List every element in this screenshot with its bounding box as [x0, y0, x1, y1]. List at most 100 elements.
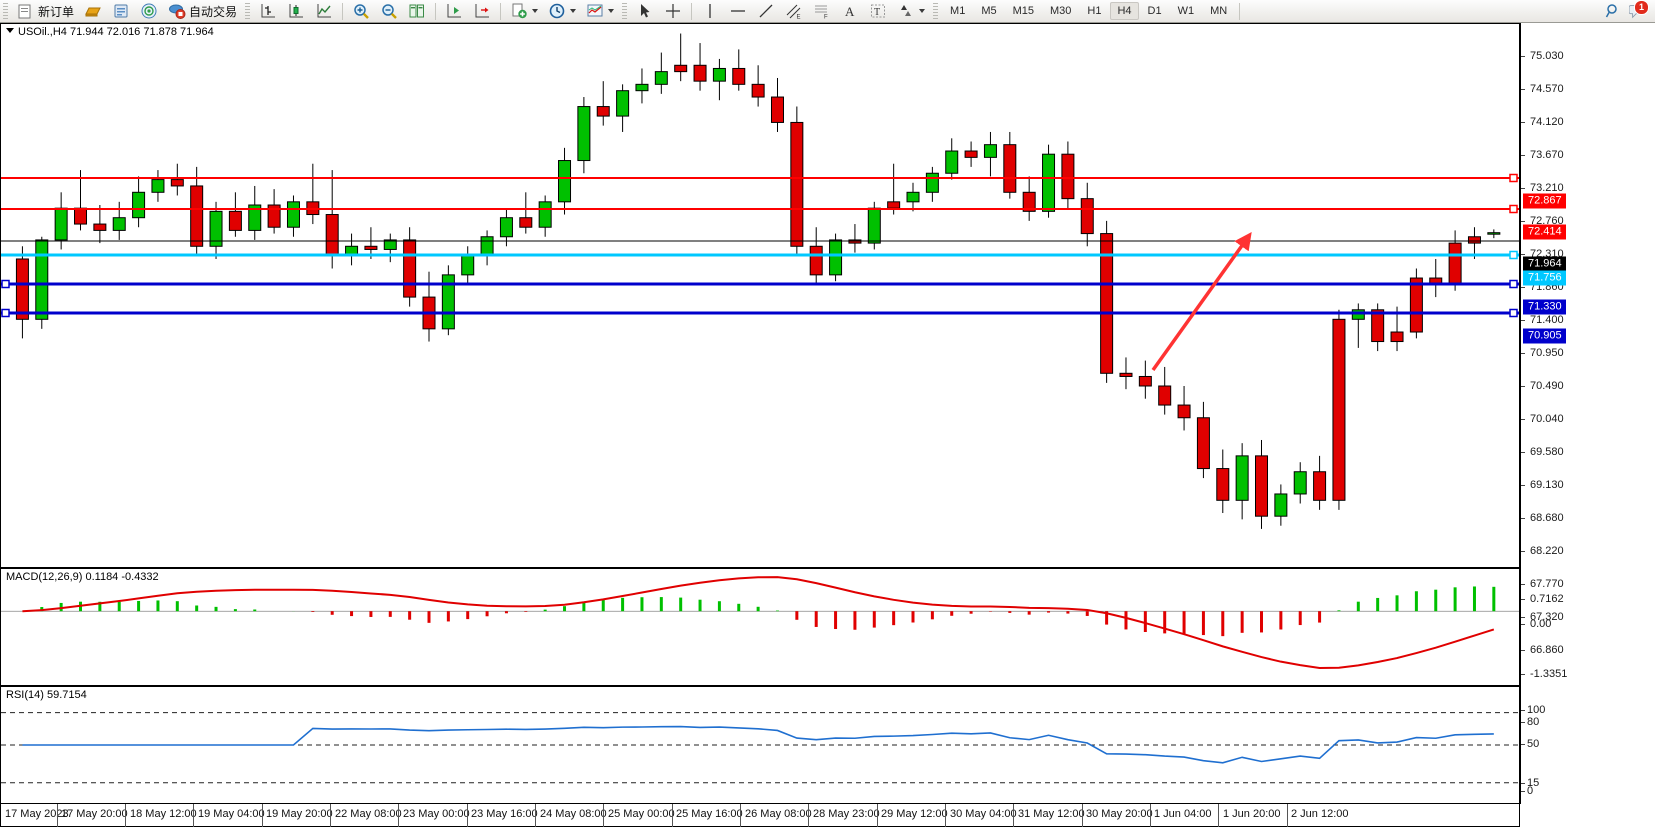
trendline-button[interactable] [753, 0, 779, 23]
equidistant-channel-button[interactable]: E [781, 0, 807, 23]
auto-trading-button[interactable]: 自动交易 [164, 0, 241, 23]
cyan-level-label[interactable]: 71.756 [1523, 270, 1566, 286]
expert-advisors-button[interactable] [80, 0, 106, 23]
time-divider [1082, 804, 1083, 827]
timeframe-group: M1 M5 M15 M30 H1 H4 D1 W1 MN [942, 2, 1235, 20]
chart-shift-button[interactable] [469, 0, 495, 23]
timeframe-mn[interactable]: MN [1210, 5, 1228, 17]
chevron-down-icon[interactable] [919, 9, 926, 13]
data-window-button[interactable] [136, 0, 162, 23]
timeframe-m30[interactable]: M30 [1050, 5, 1072, 17]
trendline-icon [759, 4, 773, 18]
support-label-71330[interactable]: 71.330 [1523, 299, 1566, 315]
new-order-label: 新订单 [38, 4, 75, 19]
time-divider [1287, 804, 1288, 827]
tile-windows-button[interactable] [404, 0, 430, 23]
time-divider [1150, 804, 1151, 827]
text-button[interactable]: A [837, 0, 863, 23]
time-label: 1 Jun 20:00 [1223, 808, 1281, 820]
toolbar-separator-4 [691, 2, 693, 20]
toolbar-grip-2[interactable] [245, 2, 251, 20]
period-button[interactable] [544, 0, 580, 23]
shapes-button[interactable] [893, 0, 929, 23]
notification-count-badge: 1 [1634, 0, 1649, 15]
chart-dropdown-caret-icon[interactable] [6, 28, 14, 33]
support-label-70905[interactable]: 70.905 [1523, 328, 1566, 344]
line-chart-button[interactable] [311, 0, 337, 23]
horizontal-line-icon [731, 10, 746, 12]
price-chart-pane[interactable]: USOil.,H4 71.944 72.016 71.878 71.964 [0, 23, 1520, 568]
toolbar-grip-4[interactable] [933, 2, 939, 20]
resistance-label-72867[interactable]: 72.867 [1523, 193, 1566, 209]
time-divider [877, 804, 878, 827]
price-tick: 73.670 [1521, 149, 1564, 161]
price-tick: 72.760 [1521, 215, 1564, 227]
time-label: 22 May 08:00 [335, 808, 402, 820]
vertical-line-button[interactable] [697, 0, 723, 23]
bid-price-label[interactable]: 71.964 [1523, 256, 1566, 272]
svg-text:A: A [845, 4, 855, 19]
price-scale[interactable]: 75.030 74.570 74.120 73.670 73.210 72.760 72.3… [1520, 23, 1655, 804]
price-tick: 67.320 [1521, 611, 1564, 623]
price-tick: 70.040 [1521, 413, 1564, 425]
toolbar-grip-3[interactable] [622, 2, 628, 20]
zoom-out-button[interactable] [376, 0, 402, 23]
cursor-button[interactable] [632, 0, 658, 23]
timeframe-w1[interactable]: W1 [1177, 5, 1195, 17]
time-label: 17 May 2023 [5, 808, 69, 820]
resistance-label-72414[interactable]: 72.414 [1523, 224, 1566, 240]
macd-svg [1, 576, 1519, 669]
auto-trading-icon [169, 4, 186, 19]
symbol-ohlc-text: USOil.,H4 71.944 72.016 71.878 71.964 [18, 26, 214, 38]
chevron-down-icon[interactable] [532, 9, 539, 13]
chevron-down-icon[interactable] [570, 9, 577, 13]
auto-trading-label: 自动交易 [189, 4, 238, 19]
rsi-pane[interactable]: RSI(14) 59.7154 [0, 686, 1520, 804]
market-watch-button[interactable] [108, 0, 134, 23]
crosshair-button[interactable] [660, 0, 686, 23]
horizontal-line-button[interactable] [725, 0, 751, 23]
macd-pane[interactable]: MACD(12,26,9) 0.1184 -0.4332 [0, 568, 1520, 686]
symbol-header[interactable]: USOil.,H4 71.944 72.016 71.878 71.964 [6, 26, 214, 38]
price-tick: 69.130 [1521, 479, 1564, 491]
templates-button[interactable] [582, 0, 618, 23]
time-divider [672, 804, 673, 827]
time-divider [1013, 804, 1014, 827]
bar-chart-button[interactable] [255, 0, 281, 23]
time-label: 25 May 16:00 [676, 808, 743, 820]
text-label-button[interactable]: T [865, 0, 891, 23]
time-label: 19 May 20:00 [266, 808, 333, 820]
price-tick: 68.680 [1521, 512, 1564, 524]
new-order-button[interactable]: 新订单 [13, 0, 78, 23]
vertical-line-icon [709, 4, 711, 18]
price-tick: 71.400 [1521, 314, 1564, 326]
notifications-button[interactable]: 1 [1627, 0, 1649, 21]
toolbar-separator-3 [500, 2, 502, 20]
rsi-tick: 15 [1521, 777, 1539, 789]
time-scale[interactable]: 17 May 2023 17 May 20:00 18 May 12:00 19 Ma… [0, 804, 1520, 827]
candlestick-chart-button[interactable] [283, 0, 309, 23]
auto-scroll-button[interactable] [441, 0, 467, 23]
chevron-down-icon[interactable] [608, 9, 615, 13]
fibonacci-button[interactable]: F [809, 0, 835, 23]
timeframe-m15[interactable]: M15 [1012, 5, 1034, 17]
cursor-icon [641, 4, 650, 18]
timeframe-m5[interactable]: M5 [981, 5, 997, 17]
search-icon [1605, 4, 1617, 18]
timeframe-d1[interactable]: D1 [1147, 5, 1162, 17]
toolbar-grip[interactable] [3, 2, 8, 20]
time-divider [193, 804, 194, 827]
timeframe-h4[interactable]: H4 [1110, 2, 1139, 20]
zoom-out-icon [382, 4, 397, 19]
time-divider [945, 804, 946, 827]
time-label: 31 May 12:00 [1018, 808, 1085, 820]
macd-tick: 0.7162 [1521, 593, 1564, 605]
candlestick-chart-icon [289, 4, 304, 18]
price-tick: 70.490 [1521, 380, 1564, 392]
timeframe-m1[interactable]: M1 [950, 5, 966, 17]
zoom-in-button[interactable] [348, 0, 374, 23]
timeframe-h1[interactable]: H1 [1087, 5, 1102, 17]
indicators-button[interactable] [506, 0, 542, 23]
chart-area[interactable]: USOil.,H4 71.944 72.016 71.878 71.964 MA… [0, 23, 1655, 827]
search-button[interactable] [1600, 0, 1626, 23]
